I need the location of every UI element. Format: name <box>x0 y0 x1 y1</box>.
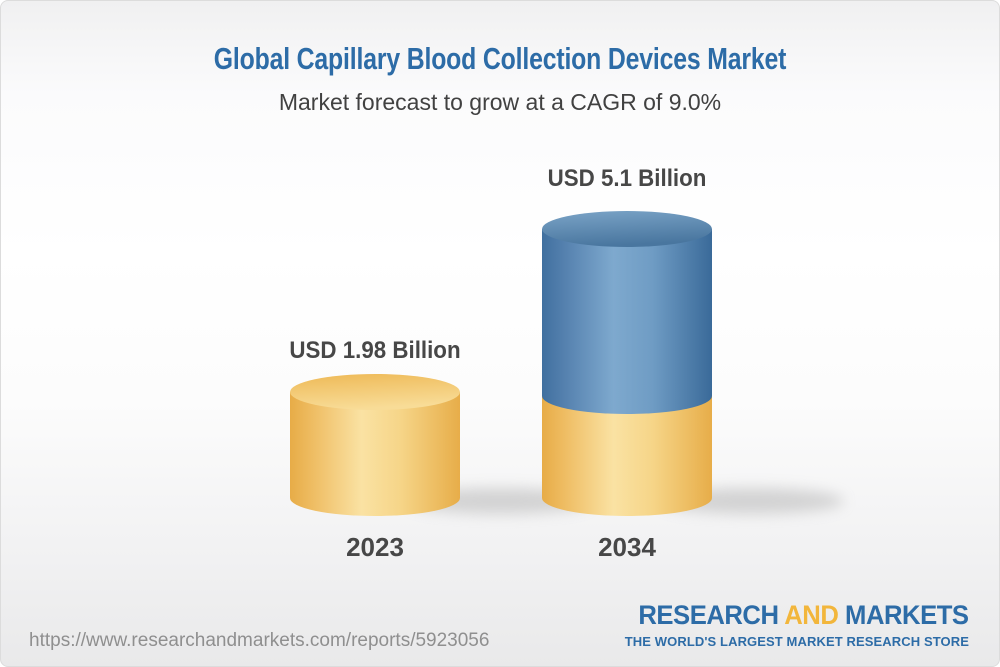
brand-logo: RESEARCH AND MARKETS THE WORLD'S LARGEST… <box>621 600 970 649</box>
cylinder-bars <box>290 211 844 516</box>
logo-word-and: AND <box>784 600 840 630</box>
category-label-2023: 2023 <box>346 532 404 562</box>
value-label-2023: USD 1.98 Billion <box>289 337 461 364</box>
report-url: https://www.researchandmarkets.com/repor… <box>29 630 490 651</box>
page-title: Global Capillary Blood Collection Device… <box>213 41 787 76</box>
logo-word-markets: MARKETS <box>845 600 970 630</box>
page-subtitle: Market forecast to grow at a CAGR of 9.0… <box>278 89 722 115</box>
category-label-2034: 2034 <box>598 532 656 562</box>
logo-wordmark: RESEARCH AND MARKETS <box>638 600 970 631</box>
logo-word-research: RESEARCH <box>638 600 780 630</box>
logo-tagline: THE WORLD'S LARGEST MARKET RESEARCH STOR… <box>624 634 969 649</box>
value-label-2034: USD 5.1 Billion <box>547 165 707 192</box>
